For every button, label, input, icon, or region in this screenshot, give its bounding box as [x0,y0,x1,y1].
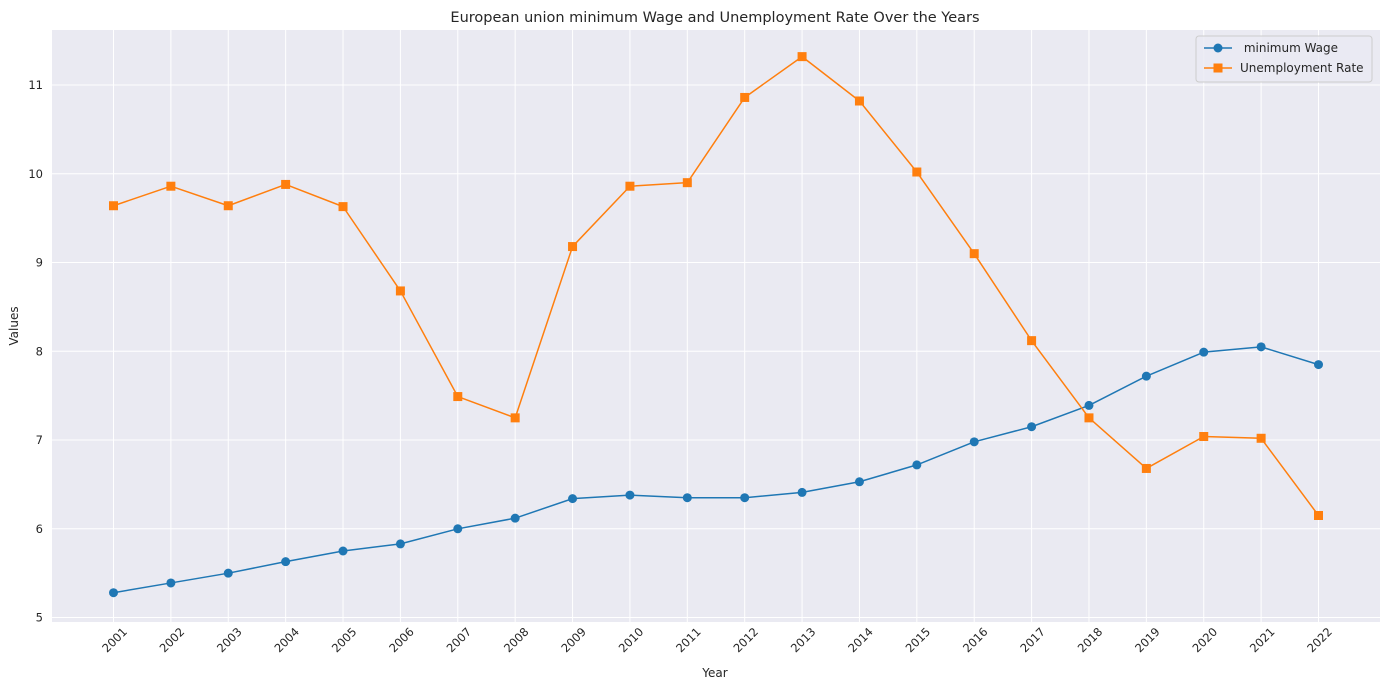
x-tick-label: 2015 [903,625,934,656]
x-tick-label: 2022 [1304,625,1335,656]
series-1 [109,52,1323,520]
x-tick-label: 2012 [730,625,761,656]
data-point [1199,347,1209,357]
grid [52,30,1380,622]
data-point [1256,433,1266,443]
series-0 [109,342,1323,598]
data-point [1027,336,1037,346]
legend-marker [1213,63,1223,73]
y-tick-label: 5 [36,611,43,625]
data-point [338,546,348,556]
data-point [682,178,692,188]
legend: minimum Wage Unemployment Rate [1195,35,1373,83]
x-tick-label: 2009 [558,625,589,656]
data-point [1314,510,1323,520]
data-point [740,92,750,102]
x-tick-label: 2007 [444,625,475,656]
x-tick-label: 2005 [329,625,360,656]
data-point [453,524,463,534]
data-point [969,249,979,259]
x-tick-label: 2017 [1017,625,1048,656]
x-tick-label: 2003 [214,625,245,656]
y-tick-label: 6 [36,522,43,536]
data-point [338,202,348,212]
x-tick-label: 2019 [1132,625,1163,656]
legend-label: minimum Wage [1240,41,1338,55]
x-tick-label: 2018 [1075,625,1106,656]
legend-box [1195,35,1373,83]
y-tick-label: 8 [36,344,43,358]
y-axis-ticks: 5 6 7 8 9 10 11 [28,78,43,625]
y-tick-label: 9 [36,256,43,270]
x-tick-label: 2001 [99,625,130,656]
y-tick-label: 10 [28,167,43,181]
x-axis-label: Year [701,666,727,680]
data-point [166,181,176,191]
x-tick-label: 2014 [845,625,876,656]
y-axis-label: Values [7,306,21,345]
data-point [109,201,118,211]
legend-entry: minimum Wage [1204,41,1338,55]
x-tick-label: 2020 [1190,625,1221,656]
data-point [969,437,979,447]
data-point [109,588,118,598]
series-layer [109,52,1323,598]
x-tick-label: 2008 [501,625,532,656]
data-point [395,539,405,549]
data-point [740,493,750,503]
data-point [281,557,291,567]
plot-area [52,30,1380,622]
data-point [1314,360,1323,370]
legend-entry: Unemployment Rate [1204,61,1364,75]
data-point [1199,432,1209,442]
data-point [568,242,578,252]
chart-title: European union minimum Wage and Unemploy… [450,10,979,26]
y-tick-label: 7 [36,433,43,447]
data-point [223,201,233,211]
data-point [1256,342,1266,352]
data-point [1084,400,1094,410]
series-line [113,55,1320,516]
data-point [854,96,864,106]
data-point [1027,422,1037,432]
data-point [625,490,635,500]
data-point [395,286,405,296]
data-point [912,167,922,177]
legend-marker [1213,43,1223,53]
data-point [166,578,176,588]
data-point [568,494,578,504]
y-tick-label: 11 [28,78,43,92]
data-point [223,568,233,578]
data-point [453,392,463,402]
x-axis-ticks: 2001 2002 2003 2004 2005 2006 2007 2008 2009 2010… [99,625,1335,656]
x-tick-label: 2002 [157,625,188,656]
legend-label: Unemployment Rate [1240,61,1364,75]
data-point [797,52,807,62]
data-point [1141,371,1151,381]
data-point [854,477,864,487]
x-tick-label: 2004 [271,625,302,656]
data-point [510,413,520,423]
data-point [682,493,692,503]
x-tick-label: 2011 [673,625,704,656]
data-point [912,460,922,470]
x-tick-label: 2016 [960,625,991,656]
x-tick-label: 2013 [788,625,819,656]
data-point [281,179,291,189]
data-point [510,513,520,523]
x-tick-label: 2006 [386,625,417,656]
x-tick-label: 2021 [1247,625,1278,656]
x-tick-label: 2010 [616,625,647,656]
data-point [1141,463,1151,473]
data-point [1084,413,1094,423]
series-line [113,346,1319,594]
data-point [797,487,807,497]
data-point [625,181,635,191]
